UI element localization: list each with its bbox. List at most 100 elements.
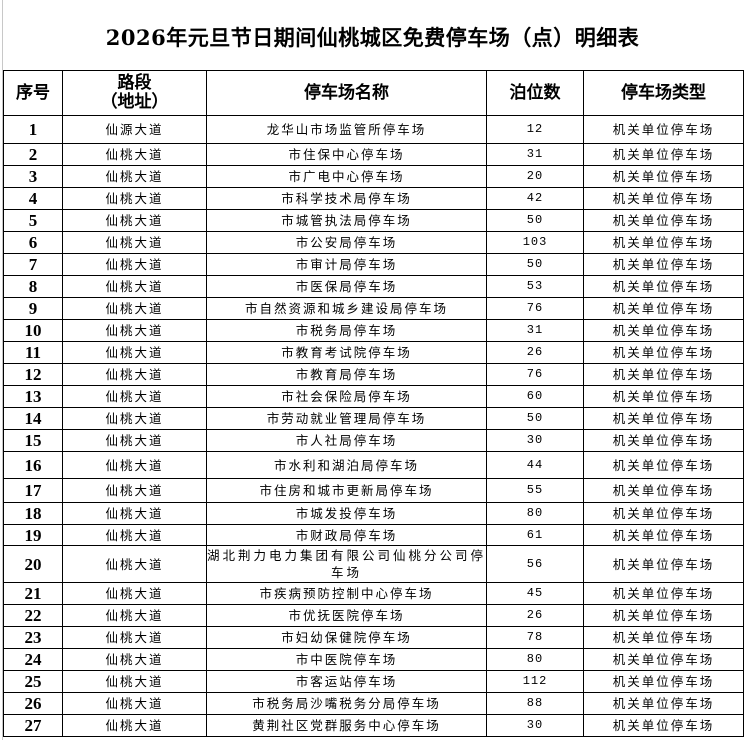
lot-type-cell: 机关单位停车场: [583, 115, 744, 144]
row-index: 23: [3, 626, 63, 649]
table-header-row: 序号 路段 （地址） 停车场名称 泊位数 停车场类型: [3, 70, 744, 116]
table-row: 16 仙桃大道 市水利和湖泊局停车场 44 机关单位停车场: [3, 451, 744, 479]
row-index: 20: [3, 545, 63, 583]
lot-name-cell: 市城管执法局停车场: [206, 209, 487, 232]
lot-name-cell: 市科学技术局停车场: [206, 187, 487, 210]
spaces-cell: 53: [486, 275, 584, 298]
spaces-cell: 76: [486, 363, 584, 386]
table-row: 15 仙桃大道 市人社局停车场 30 机关单位停车场: [3, 429, 744, 452]
table-row: 23 仙桃大道 市妇幼保健院停车场 78 机关单位停车场: [3, 626, 744, 649]
lot-type-cell: 机关单位停车场: [583, 165, 744, 188]
lot-name-cell: 市教育局停车场: [206, 363, 487, 386]
lot-name-cell: 市广电中心停车场: [206, 165, 487, 188]
lot-type-cell: 机关单位停车场: [583, 341, 744, 364]
spaces-cell: 50: [486, 209, 584, 232]
lot-type-cell: 机关单位停车场: [583, 143, 744, 166]
row-index: 4: [3, 187, 63, 210]
lot-type-cell: 机关单位停车场: [583, 231, 744, 254]
lot-name-cell: 市税务局沙嘴税务分局停车场: [206, 692, 487, 715]
row-index: 21: [3, 582, 63, 605]
spaces-cell: 55: [486, 478, 584, 503]
table-row: 17 仙桃大道 市住房和城市更新局停车场 55 机关单位停车场: [3, 478, 744, 503]
spaces-cell: 30: [486, 714, 584, 737]
table-row: 6 仙桃大道 市公安局停车场 103 机关单位停车场: [3, 231, 744, 254]
road-cell: 仙桃大道: [62, 502, 207, 525]
row-index: 1: [3, 115, 63, 144]
road-cell: 仙桃大道: [62, 524, 207, 546]
spaces-cell: 30: [486, 429, 584, 452]
lot-type-cell: 机关单位停车场: [583, 524, 744, 546]
lot-name-cell: 龙华山市场监管所停车场: [206, 115, 487, 144]
table-row: 7 仙桃大道 市审计局停车场 50 机关单位停车场: [3, 253, 744, 276]
lot-type-cell: 机关单位停车场: [583, 714, 744, 737]
spaces-cell: 60: [486, 385, 584, 408]
lot-name-cell: 市住房和城市更新局停车场: [206, 478, 487, 503]
lot-type-cell: 机关单位停车场: [583, 187, 744, 210]
lot-name-cell: 市住保中心停车场: [206, 143, 487, 166]
lot-type-cell: 机关单位停车场: [583, 670, 744, 693]
road-cell: 仙桃大道: [62, 275, 207, 298]
lot-type-cell: 机关单位停车场: [583, 582, 744, 605]
lot-type-cell: 机关单位停车场: [583, 502, 744, 525]
lot-type-cell: 机关单位停车场: [583, 253, 744, 276]
lot-type-cell: 机关单位停车场: [583, 319, 744, 342]
lot-name-cell: 市财政局停车场: [206, 524, 487, 546]
parking-table: 序号 路段 （地址） 停车场名称 泊位数 停车场类型 1 仙源大道 龙华山市场监管所…: [3, 70, 744, 737]
row-index: 15: [3, 429, 63, 452]
table-row: 27 仙桃大道 黄荆社区党群服务中心停车场 30 机关单位停车场: [3, 714, 744, 737]
road-cell: 仙桃大道: [62, 187, 207, 210]
spaces-cell: 31: [486, 319, 584, 342]
lot-name-cell: 市教育考试院停车场: [206, 341, 487, 364]
lot-name-cell: 市疾病预防控制中心停车场: [206, 582, 487, 605]
road-cell: 仙桃大道: [62, 692, 207, 715]
lot-name-cell: 市劳动就业管理局停车场: [206, 407, 487, 430]
road-cell: 仙桃大道: [62, 385, 207, 408]
spaces-cell: 31: [486, 143, 584, 166]
road-cell: 仙源大道: [62, 115, 207, 144]
spaces-cell: 56: [486, 545, 584, 583]
spaces-cell: 26: [486, 341, 584, 364]
table-row: 1 仙源大道 龙华山市场监管所停车场 12 机关单位停车场: [3, 115, 744, 144]
road-cell: 仙桃大道: [62, 451, 207, 479]
row-index: 5: [3, 209, 63, 232]
row-index: 7: [3, 253, 63, 276]
lot-name-cell: 市客运站停车场: [206, 670, 487, 693]
row-index: 10: [3, 319, 63, 342]
table-row: 21 仙桃大道 市疾病预防控制中心停车场 45 机关单位停车场: [3, 582, 744, 605]
lot-type-cell: 机关单位停车场: [583, 385, 744, 408]
row-index: 24: [3, 648, 63, 671]
spaces-cell: 42: [486, 187, 584, 210]
table-row: 22 仙桃大道 市优抚医院停车场 26 机关单位停车场: [3, 604, 744, 627]
spaces-cell: 61: [486, 524, 584, 546]
road-cell: 仙桃大道: [62, 714, 207, 737]
road-cell: 仙桃大道: [62, 582, 207, 605]
table-row: 12 仙桃大道 市教育局停车场 76 机关单位停车场: [3, 363, 744, 386]
table-row: 18 仙桃大道 市城发投停车场 80 机关单位停车场: [3, 502, 744, 525]
row-index: 16: [3, 451, 63, 479]
lot-type-cell: 机关单位停车场: [583, 429, 744, 452]
road-cell: 仙桃大道: [62, 545, 207, 583]
lot-name-cell: 湖北荆力电力集团有限公司仙桃分公司停车场: [206, 545, 487, 583]
lot-name-cell: 市优抚医院停车场: [206, 604, 487, 627]
lot-type-cell: 机关单位停车场: [583, 407, 744, 430]
lot-name-cell: 市税务局停车场: [206, 319, 487, 342]
road-cell: 仙桃大道: [62, 231, 207, 254]
table-row: 14 仙桃大道 市劳动就业管理局停车场 50 机关单位停车场: [3, 407, 744, 430]
row-index: 9: [3, 297, 63, 320]
table-row: 4 仙桃大道 市科学技术局停车场 42 机关单位停车场: [3, 187, 744, 210]
lot-name-cell: 市中医院停车场: [206, 648, 487, 671]
spaces-cell: 26: [486, 604, 584, 627]
road-cell: 仙桃大道: [62, 670, 207, 693]
spaces-cell: 76: [486, 297, 584, 320]
row-index: 14: [3, 407, 63, 430]
lot-name-cell: 市人社局停车场: [206, 429, 487, 452]
lot-type-cell: 机关单位停车场: [583, 451, 744, 479]
header-lot-name: 停车场名称: [206, 70, 487, 116]
lot-type-cell: 机关单位停车场: [583, 545, 744, 583]
lot-name-cell: 市社会保险局停车场: [206, 385, 487, 408]
table-row: 19 仙桃大道 市财政局停车场 61 机关单位停车场: [3, 524, 744, 546]
table-row: 11 仙桃大道 市教育考试院停车场 26 机关单位停车场: [3, 341, 744, 364]
road-cell: 仙桃大道: [62, 478, 207, 503]
table-row: 2 仙桃大道 市住保中心停车场 31 机关单位停车场: [3, 143, 744, 166]
spaces-cell: 45: [486, 582, 584, 605]
